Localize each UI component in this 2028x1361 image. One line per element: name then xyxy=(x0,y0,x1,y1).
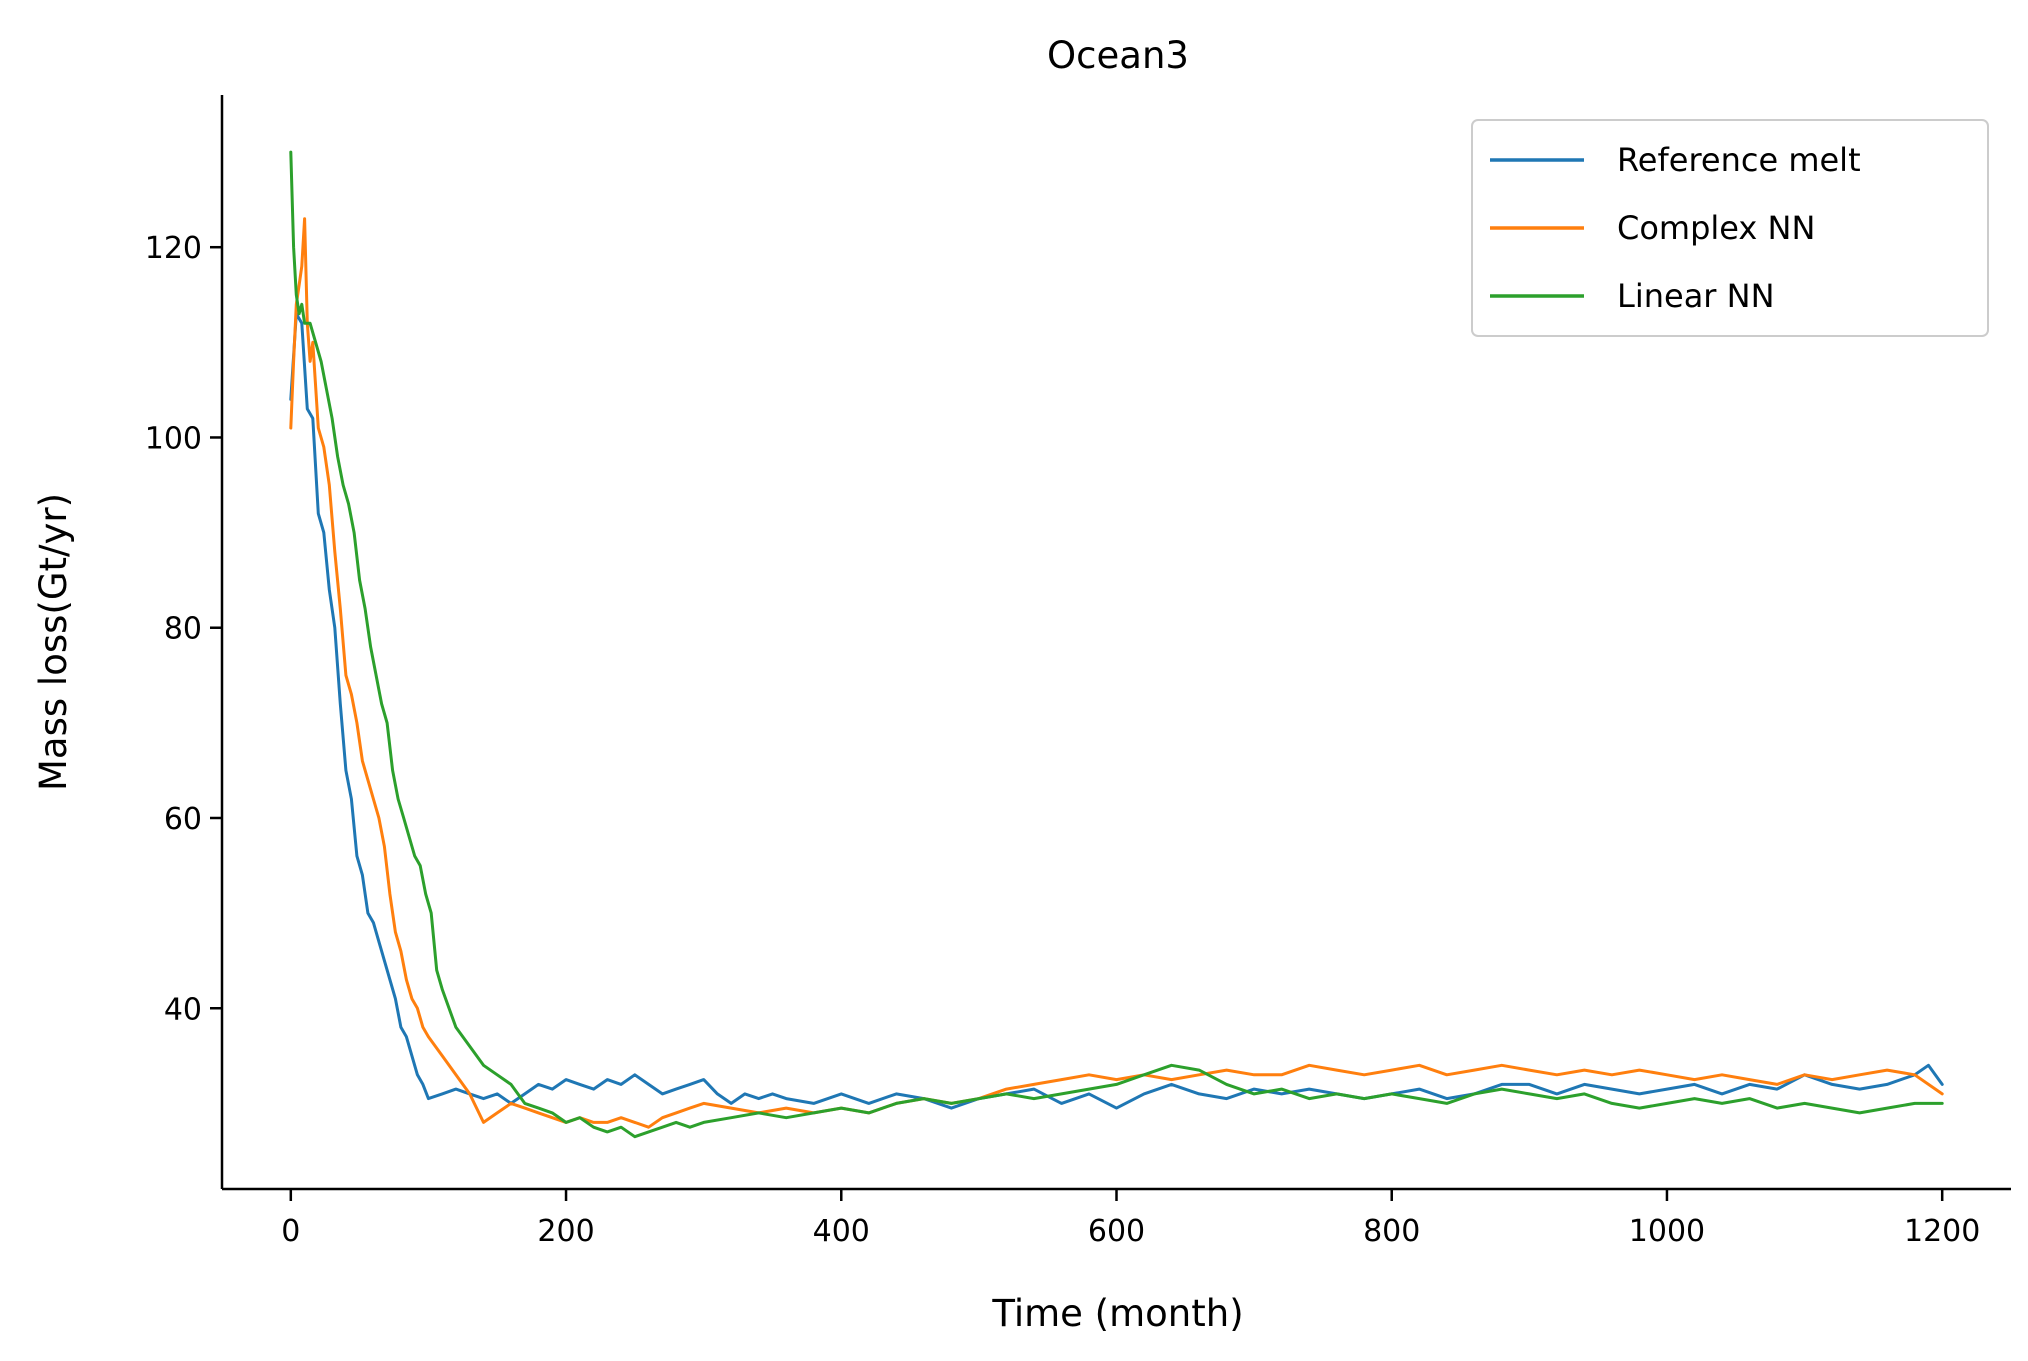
y-tick-label: 40 xyxy=(164,992,202,1027)
x-tick-label: 0 xyxy=(281,1214,300,1249)
x-tick-label: 800 xyxy=(1363,1214,1420,1249)
y-tick-label: 80 xyxy=(164,612,202,647)
legend: Reference melt Complex NN Linear NN xyxy=(1471,119,1989,337)
y-tick-label: 100 xyxy=(145,421,202,456)
series-line-linear-nn xyxy=(289,150,1944,1139)
legend-entry: Complex NN xyxy=(1617,209,1815,247)
plot-area: 0 200 400 600 800 1000 1200 40 60 80 100 120 xyxy=(145,95,2011,1249)
x-axis-label: Time (month) xyxy=(991,1292,1243,1335)
legend-entry: Linear NN xyxy=(1617,277,1775,315)
y-tick-label: 60 xyxy=(164,802,202,837)
x-tick-label: 1000 xyxy=(1629,1214,1705,1249)
x-tick-label: 600 xyxy=(1088,1214,1145,1249)
series-line-reference-melt xyxy=(289,312,1944,1110)
legend-entry: Reference melt xyxy=(1617,141,1861,179)
x-axis-ticks: 0 200 400 600 800 1000 1200 xyxy=(281,1189,1980,1249)
chart-title: Ocean3 xyxy=(1047,34,1189,77)
series-group xyxy=(289,150,1944,1139)
series-line-complex-nn xyxy=(289,217,1944,1129)
y-tick-label: 120 xyxy=(145,231,202,266)
x-tick-label: 200 xyxy=(537,1214,594,1249)
y-axis-label: Mass loss(Gt/yr) xyxy=(32,493,75,791)
x-tick-label: 400 xyxy=(813,1214,870,1249)
x-tick-label: 1200 xyxy=(1904,1214,1980,1249)
legend-box xyxy=(1471,119,1989,337)
y-axis-ticks: 40 60 80 100 120 xyxy=(145,231,222,1027)
